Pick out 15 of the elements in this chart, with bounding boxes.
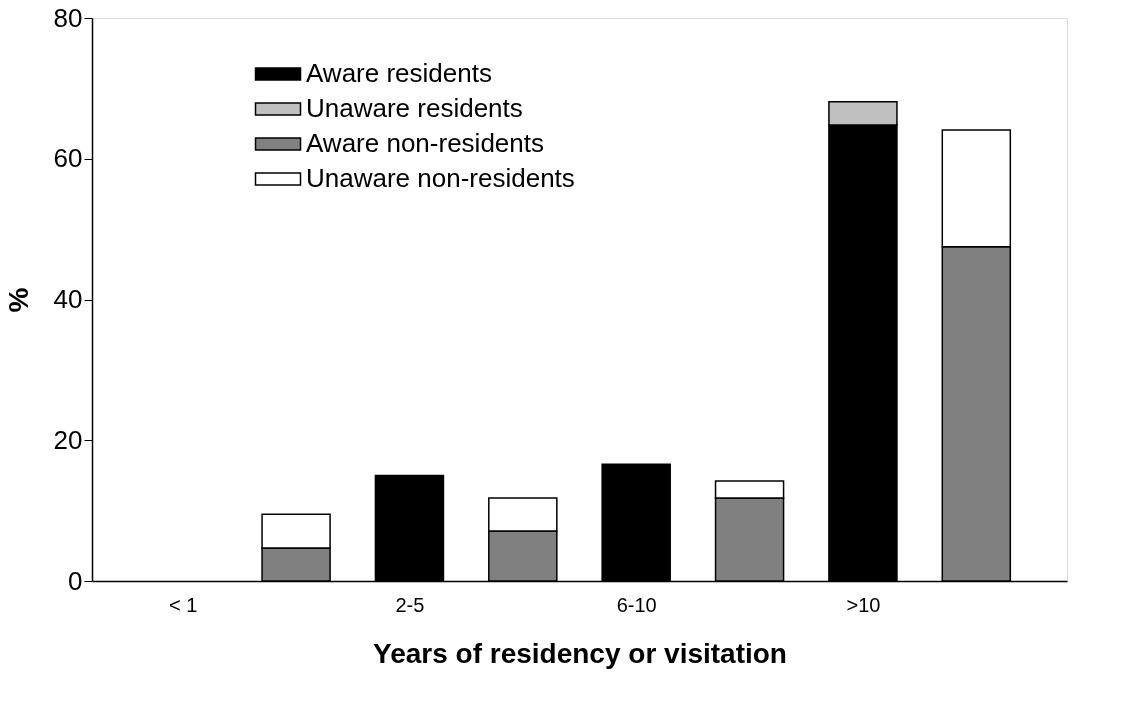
legend-label: Unaware non-residents [306, 163, 575, 193]
y-tick-label: 40 [53, 284, 83, 314]
x-axis-title: Years of residency or visitation [373, 637, 787, 669]
x-tick-label: 6-10 [616, 593, 657, 616]
y-axis-title: % [2, 287, 34, 313]
legend-label: Aware non-residents [306, 128, 544, 158]
y-tick-label: 80 [53, 2, 83, 33]
legend-label: Aware residents [306, 58, 492, 88]
x-tick-label: 2-5 [395, 593, 425, 616]
x-tick-label: >10 [846, 593, 881, 616]
y-tick-label: 60 [53, 143, 83, 174]
y-tick-label: 0 [68, 565, 83, 596]
y-tick-label: 20 [53, 424, 83, 455]
x-tick-label: < 1 [169, 593, 198, 616]
legend-label: Unaware residents [306, 93, 523, 123]
